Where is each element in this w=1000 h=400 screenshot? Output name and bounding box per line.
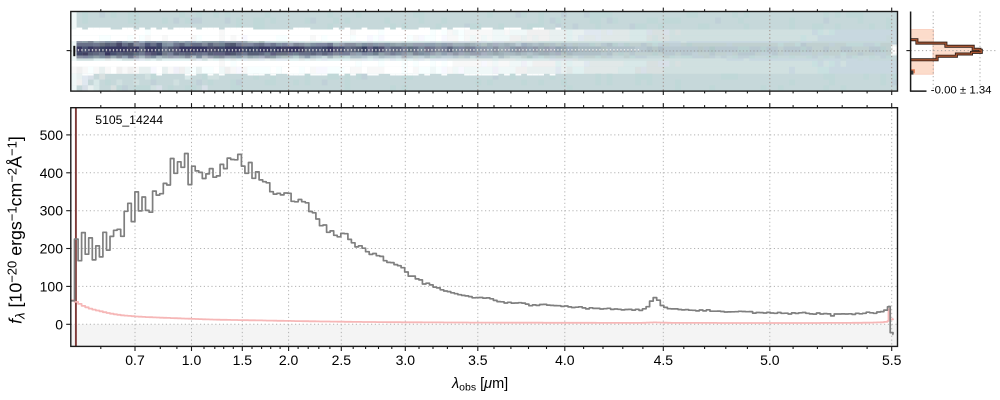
svg-text:5.0: 5.0 — [760, 352, 780, 368]
svg-text:200: 200 — [40, 241, 64, 257]
svg-text:2.0: 2.0 — [279, 352, 299, 368]
svg-text:3.0: 3.0 — [396, 352, 416, 368]
svg-text:1.0: 1.0 — [182, 352, 202, 368]
svg-text:3.5: 3.5 — [468, 352, 488, 368]
svg-text:0: 0 — [55, 316, 63, 332]
svg-text:5.5: 5.5 — [882, 352, 902, 368]
svg-text:300: 300 — [40, 203, 64, 219]
svg-text:1.5: 1.5 — [233, 352, 253, 368]
svg-text:fλ [10−20 ergs−1cm−2Å−1]: fλ [10−20 ergs−1cm−2Å−1] — [5, 136, 28, 324]
svg-text:100: 100 — [40, 278, 64, 294]
svg-text:4.5: 4.5 — [654, 352, 674, 368]
svg-text:4.0: 4.0 — [555, 352, 575, 368]
svg-text:0.7: 0.7 — [125, 352, 145, 368]
svg-text:5105_14244: 5105_14244 — [95, 113, 163, 127]
svg-text:400: 400 — [40, 165, 64, 181]
svg-text:500: 500 — [40, 127, 64, 143]
svg-text:-0.00 ± 1.34: -0.00 ± 1.34 — [931, 85, 992, 97]
svg-text:2.5: 2.5 — [332, 352, 352, 368]
svg-text:λobs [μm]: λobs [μm] — [451, 376, 508, 394]
